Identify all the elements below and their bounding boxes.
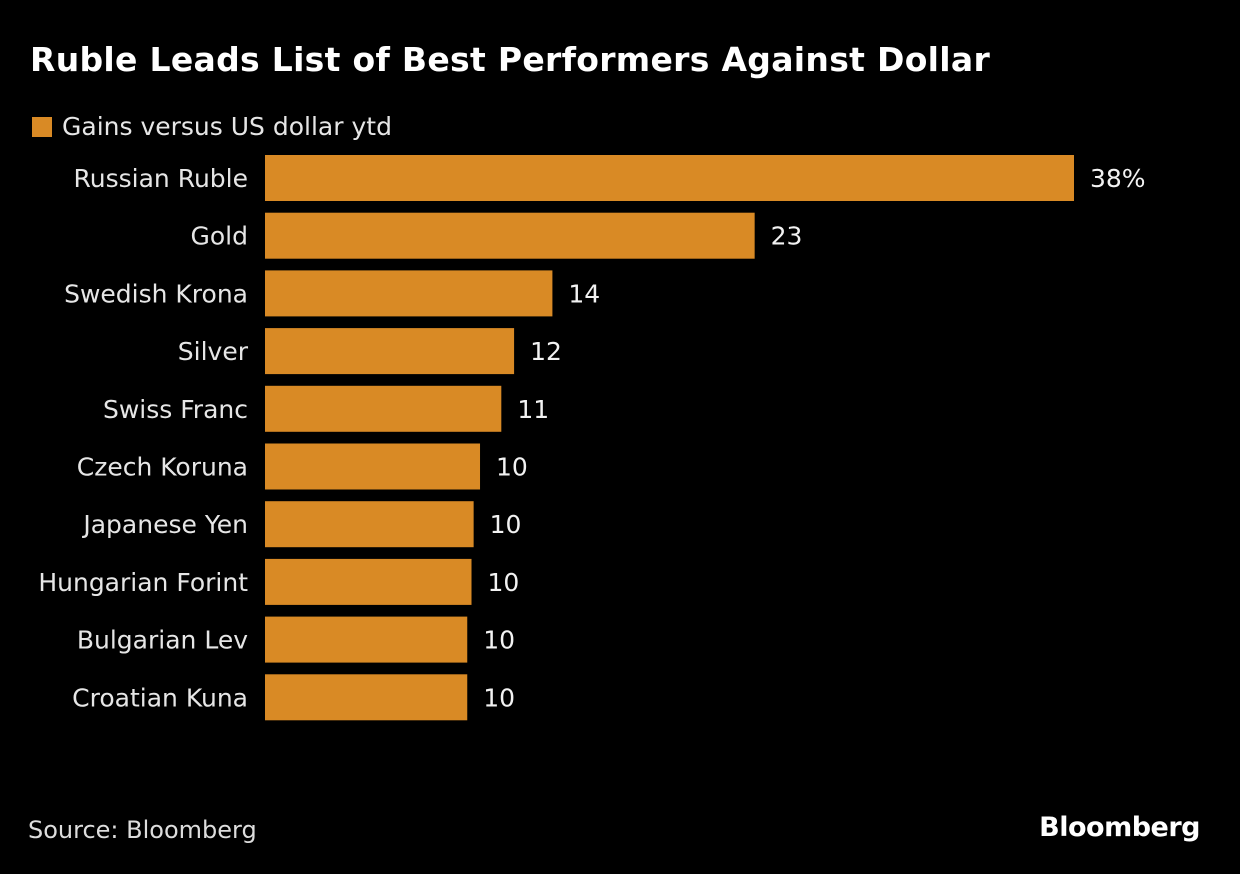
data-label: 11 bbox=[517, 395, 549, 424]
legend-swatch bbox=[32, 116, 52, 137]
bar bbox=[265, 212, 755, 259]
bar bbox=[265, 328, 515, 375]
bar bbox=[265, 501, 474, 548]
data-label: 14 bbox=[568, 279, 600, 308]
data-label: 38% bbox=[1090, 164, 1146, 193]
bloomberg-logo: Bloomberg bbox=[1039, 812, 1200, 843]
bar bbox=[265, 558, 472, 605]
bar bbox=[265, 443, 481, 490]
data-label: 10 bbox=[490, 510, 522, 539]
legend: Gains versus US dollar ytd bbox=[32, 112, 392, 141]
data-label: 10 bbox=[483, 626, 515, 655]
category-label: Croatian Kuna bbox=[72, 683, 248, 712]
data-label: 23 bbox=[771, 222, 803, 251]
category-label: Hungarian Forint bbox=[38, 568, 248, 597]
data-label: 10 bbox=[496, 453, 528, 482]
bar bbox=[265, 155, 1074, 201]
category-label: Czech Koruna bbox=[77, 453, 248, 482]
category-label: Gold bbox=[191, 222, 248, 251]
category-label: Japanese Yen bbox=[81, 510, 248, 539]
bar bbox=[265, 674, 468, 721]
bar bbox=[265, 385, 502, 432]
category-label: Russian Ruble bbox=[74, 164, 249, 193]
data-label: 10 bbox=[483, 683, 515, 712]
category-label: Bulgarian Lev bbox=[77, 626, 248, 655]
category-label: Swiss Franc bbox=[103, 395, 248, 424]
bar bbox=[265, 616, 468, 663]
legend-label: Gains versus US dollar ytd bbox=[62, 112, 392, 141]
category-label: Swedish Krona bbox=[64, 279, 248, 308]
category-label: Silver bbox=[178, 337, 249, 366]
data-label: 12 bbox=[530, 337, 562, 366]
bar bbox=[265, 270, 553, 317]
source-note: Source: Bloomberg bbox=[28, 816, 257, 844]
chart-title: Ruble Leads List of Best Performers Agai… bbox=[30, 40, 991, 79]
data-label: 10 bbox=[488, 568, 520, 597]
